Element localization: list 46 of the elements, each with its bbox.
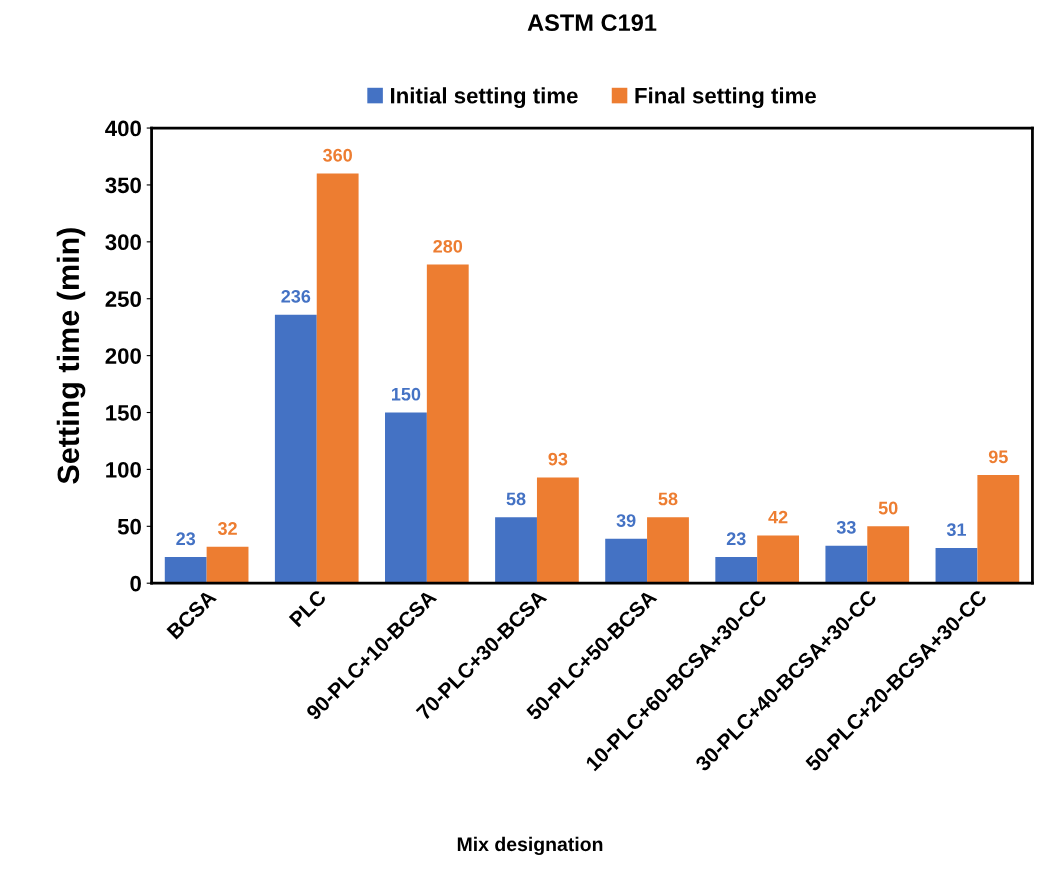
bar [316, 173, 359, 584]
bar [977, 475, 1020, 584]
data-label: 360 [323, 148, 352, 162]
y-tick-label: 100 [106, 461, 141, 478]
y-tick-label: 50 [117, 518, 141, 535]
x-axis-title: Mix designation [457, 836, 603, 856]
y-tick-label: 0 [130, 575, 141, 592]
data-label: 32 [217, 522, 237, 535]
y-tick-label: 300 [105, 234, 141, 251]
bar [164, 557, 207, 584]
data-label: 236 [281, 289, 311, 303]
data-label: 23 [726, 532, 746, 546]
data-label: 23 [176, 532, 196, 546]
data-label: 93 [548, 452, 568, 466]
legend-label: Final setting time [635, 87, 816, 109]
data-label: 280 [433, 239, 463, 253]
data-label: 31 [946, 523, 967, 537]
bar [385, 412, 427, 584]
data-label: 58 [506, 492, 526, 506]
data-label: 50 [878, 501, 898, 515]
bar [867, 526, 910, 584]
data-label: 33 [836, 520, 856, 534]
y-axis-title: Setting time (min) [56, 228, 86, 484]
y-tick-label: 250 [105, 291, 141, 307]
y-tick-label: 200 [105, 348, 141, 364]
bar [757, 535, 800, 584]
data-label: 150 [392, 387, 421, 401]
bar [825, 545, 868, 584]
bar [536, 477, 579, 584]
bar [206, 546, 249, 584]
data-label: 58 [658, 492, 678, 506]
data-label: 39 [616, 514, 636, 527]
bar [715, 557, 758, 584]
bar [426, 264, 469, 584]
y-tick-label: 400 [105, 120, 141, 137]
legend-label: Initial setting time [391, 87, 578, 109]
bar [495, 517, 537, 584]
bar [274, 314, 317, 584]
bar [935, 547, 978, 584]
y-tick-label: 350 [105, 177, 141, 194]
bar [647, 517, 689, 584]
data-label: 42 [768, 510, 788, 524]
bar [605, 538, 648, 584]
data-label: 95 [988, 450, 1008, 464]
y-tick-label: 150 [106, 405, 141, 421]
chart-title: ASTM C191 [527, 14, 657, 32]
